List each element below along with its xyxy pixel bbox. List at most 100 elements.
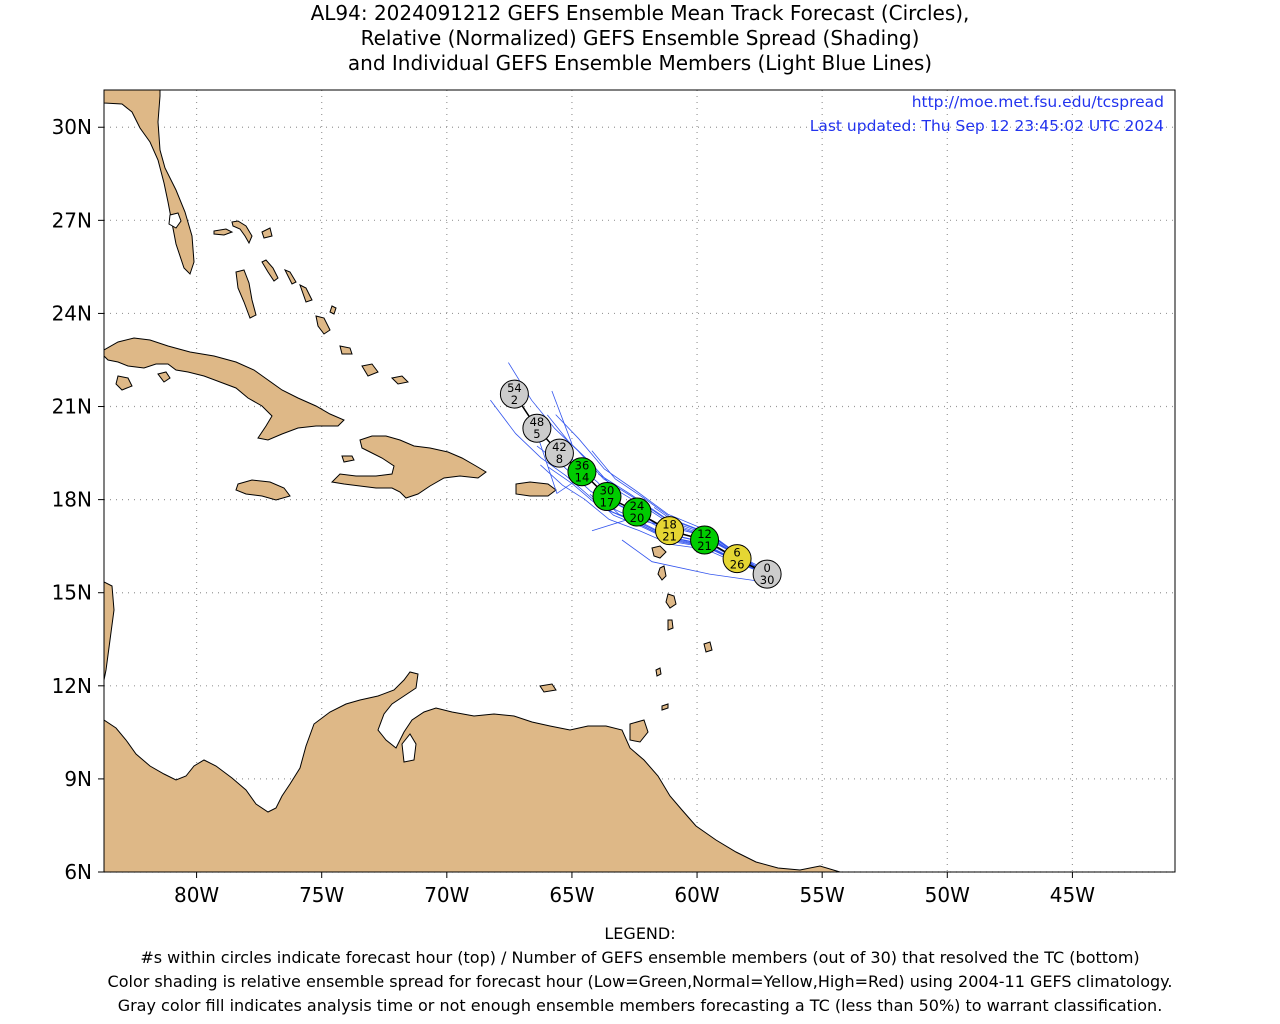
land-gonave — [341, 455, 355, 463]
land-bahamas-abaco — [231, 220, 253, 245]
land-guadeloupe — [651, 545, 667, 559]
member-count-label: 17 — [600, 496, 615, 510]
land-trinidad — [629, 719, 649, 743]
land-bahamas-small-5 — [339, 345, 353, 355]
land-bahamas-small-7 — [390, 375, 410, 385]
legend-line-2: Color shading is relative ensemble sprea… — [107, 972, 1173, 991]
land-bahamas-eleuthera — [261, 259, 279, 282]
lon-tick-label: 65W — [549, 883, 594, 907]
land-central-america — [104, 581, 115, 681]
lat-tick-label: 18N — [52, 488, 92, 512]
member-count-label: 14 — [575, 471, 590, 485]
land-bahamas-small-4 — [329, 305, 337, 315]
lat-tick-label: 15N — [52, 581, 92, 605]
chart-title-line-2: Relative (Normalized) GEFS Ensemble Spre… — [360, 26, 920, 50]
lon-tick-label: 60W — [674, 883, 719, 907]
forecast-point-hour-0: 030 — [752, 559, 782, 589]
member-count-label: 21 — [662, 530, 677, 544]
land-hispaniola — [330, 435, 487, 499]
forecast-circle — [655, 516, 685, 546]
member-count-label: 30 — [760, 573, 775, 587]
lat-tick-label: 27N — [52, 208, 92, 232]
chart-title-line-1: AL94: 2024091212 GEFS Ensemble Mean Trac… — [310, 1, 970, 25]
lon-tick-label: 75W — [299, 883, 344, 907]
land-bahamas-small-1 — [283, 269, 297, 285]
lat-tick-label: 24N — [52, 301, 92, 325]
legend-heading: LEGEND: — [604, 924, 676, 943]
forecast-point-hour-54: 542 — [499, 379, 529, 409]
land-bahamas-andros — [235, 269, 257, 319]
member-count-label: 20 — [630, 511, 645, 525]
forecast-circle — [690, 525, 720, 555]
land-bahamas-small-8 — [261, 227, 273, 239]
axis-labels: 30N 27N 24N 21N 18N 15N 12N 9N 6N 80W 75W 70W 65W 60W… — [52, 115, 1096, 907]
forecast-hour-label: 12 — [697, 527, 712, 541]
lat-tick-label: 6N — [64, 860, 92, 884]
land-bahamas-small-2 — [299, 283, 313, 303]
lon-tick-label: 50W — [925, 883, 970, 907]
land-cuba-west-tip — [115, 375, 133, 391]
mean-track-line — [513, 393, 768, 575]
forecast-hour-label: 6 — [733, 546, 740, 560]
forecast-hour-label: 18 — [662, 518, 677, 532]
land-south-america — [104, 671, 841, 872]
forecast-circle — [722, 544, 752, 574]
mean-track — [513, 393, 768, 575]
last-updated: Last updated: Thu Sep 12 23:45:02 UTC 20… — [809, 117, 1164, 135]
map-frame — [103, 89, 1176, 873]
land-martinique — [665, 593, 677, 609]
member-count-label: 26 — [730, 558, 745, 572]
forecast-hour-label: 48 — [530, 415, 545, 429]
lon-tick-label: 45W — [1050, 883, 1095, 907]
land-grenada — [655, 667, 662, 677]
chart-title-line-3: and Individual GEFS Ensemble Members (Li… — [347, 51, 933, 75]
land-cuba — [104, 337, 345, 441]
source-url[interactable]: http://moe.met.fsu.edu/tcspread — [911, 93, 1164, 111]
forecast-hour-label: 54 — [507, 381, 522, 395]
land-isle-of-youth — [157, 371, 171, 383]
member-count-label: 2 — [511, 393, 518, 407]
forecast-hour-label: 42 — [552, 440, 567, 454]
land-puerto-rico — [515, 481, 557, 497]
lake-okeechobee — [168, 212, 182, 229]
forecast-circle — [544, 438, 574, 468]
forecast-hour-label: 24 — [630, 499, 645, 513]
legend-line-1: #s within circles indicate forecast hour… — [140, 948, 1140, 967]
landmasses — [104, 90, 841, 872]
land-florida — [104, 90, 195, 275]
lat-tick-label: 21N — [52, 395, 92, 419]
forecast-point-hour-42: 428 — [544, 438, 574, 468]
forecast-circle — [499, 379, 529, 409]
lon-tick-label: 55W — [800, 883, 845, 907]
forecast-point-hour-6: 626 — [722, 544, 752, 574]
ensemble-member-line — [621, 539, 775, 584]
forecast-circle — [622, 497, 652, 527]
lat-tick-label: 12N — [52, 674, 92, 698]
forecast-hour-label: 0 — [763, 561, 770, 575]
land-bahamas-grand — [213, 228, 234, 236]
lake-maracaibo — [401, 733, 417, 763]
ensemble-member-line — [551, 390, 573, 444]
land-st-lucia — [667, 619, 674, 631]
land-bahamas-small-6 — [361, 363, 379, 377]
forecast-hour-label: 36 — [575, 459, 590, 473]
land-bahamas-small-3 — [315, 315, 331, 335]
forecast-circle — [752, 559, 782, 589]
land-barbados — [703, 641, 713, 653]
member-count-label: 5 — [533, 427, 540, 441]
land-tobago — [661, 703, 669, 711]
forecast-circle — [592, 482, 622, 512]
lat-tick-label: 9N — [64, 767, 92, 791]
legend-line-3: Gray color fill indicates analysis time … — [117, 996, 1163, 1015]
member-count-label: 21 — [697, 539, 712, 553]
forecast-circle — [567, 457, 597, 487]
land-dominica — [657, 565, 667, 581]
forecast-circle — [522, 413, 552, 443]
